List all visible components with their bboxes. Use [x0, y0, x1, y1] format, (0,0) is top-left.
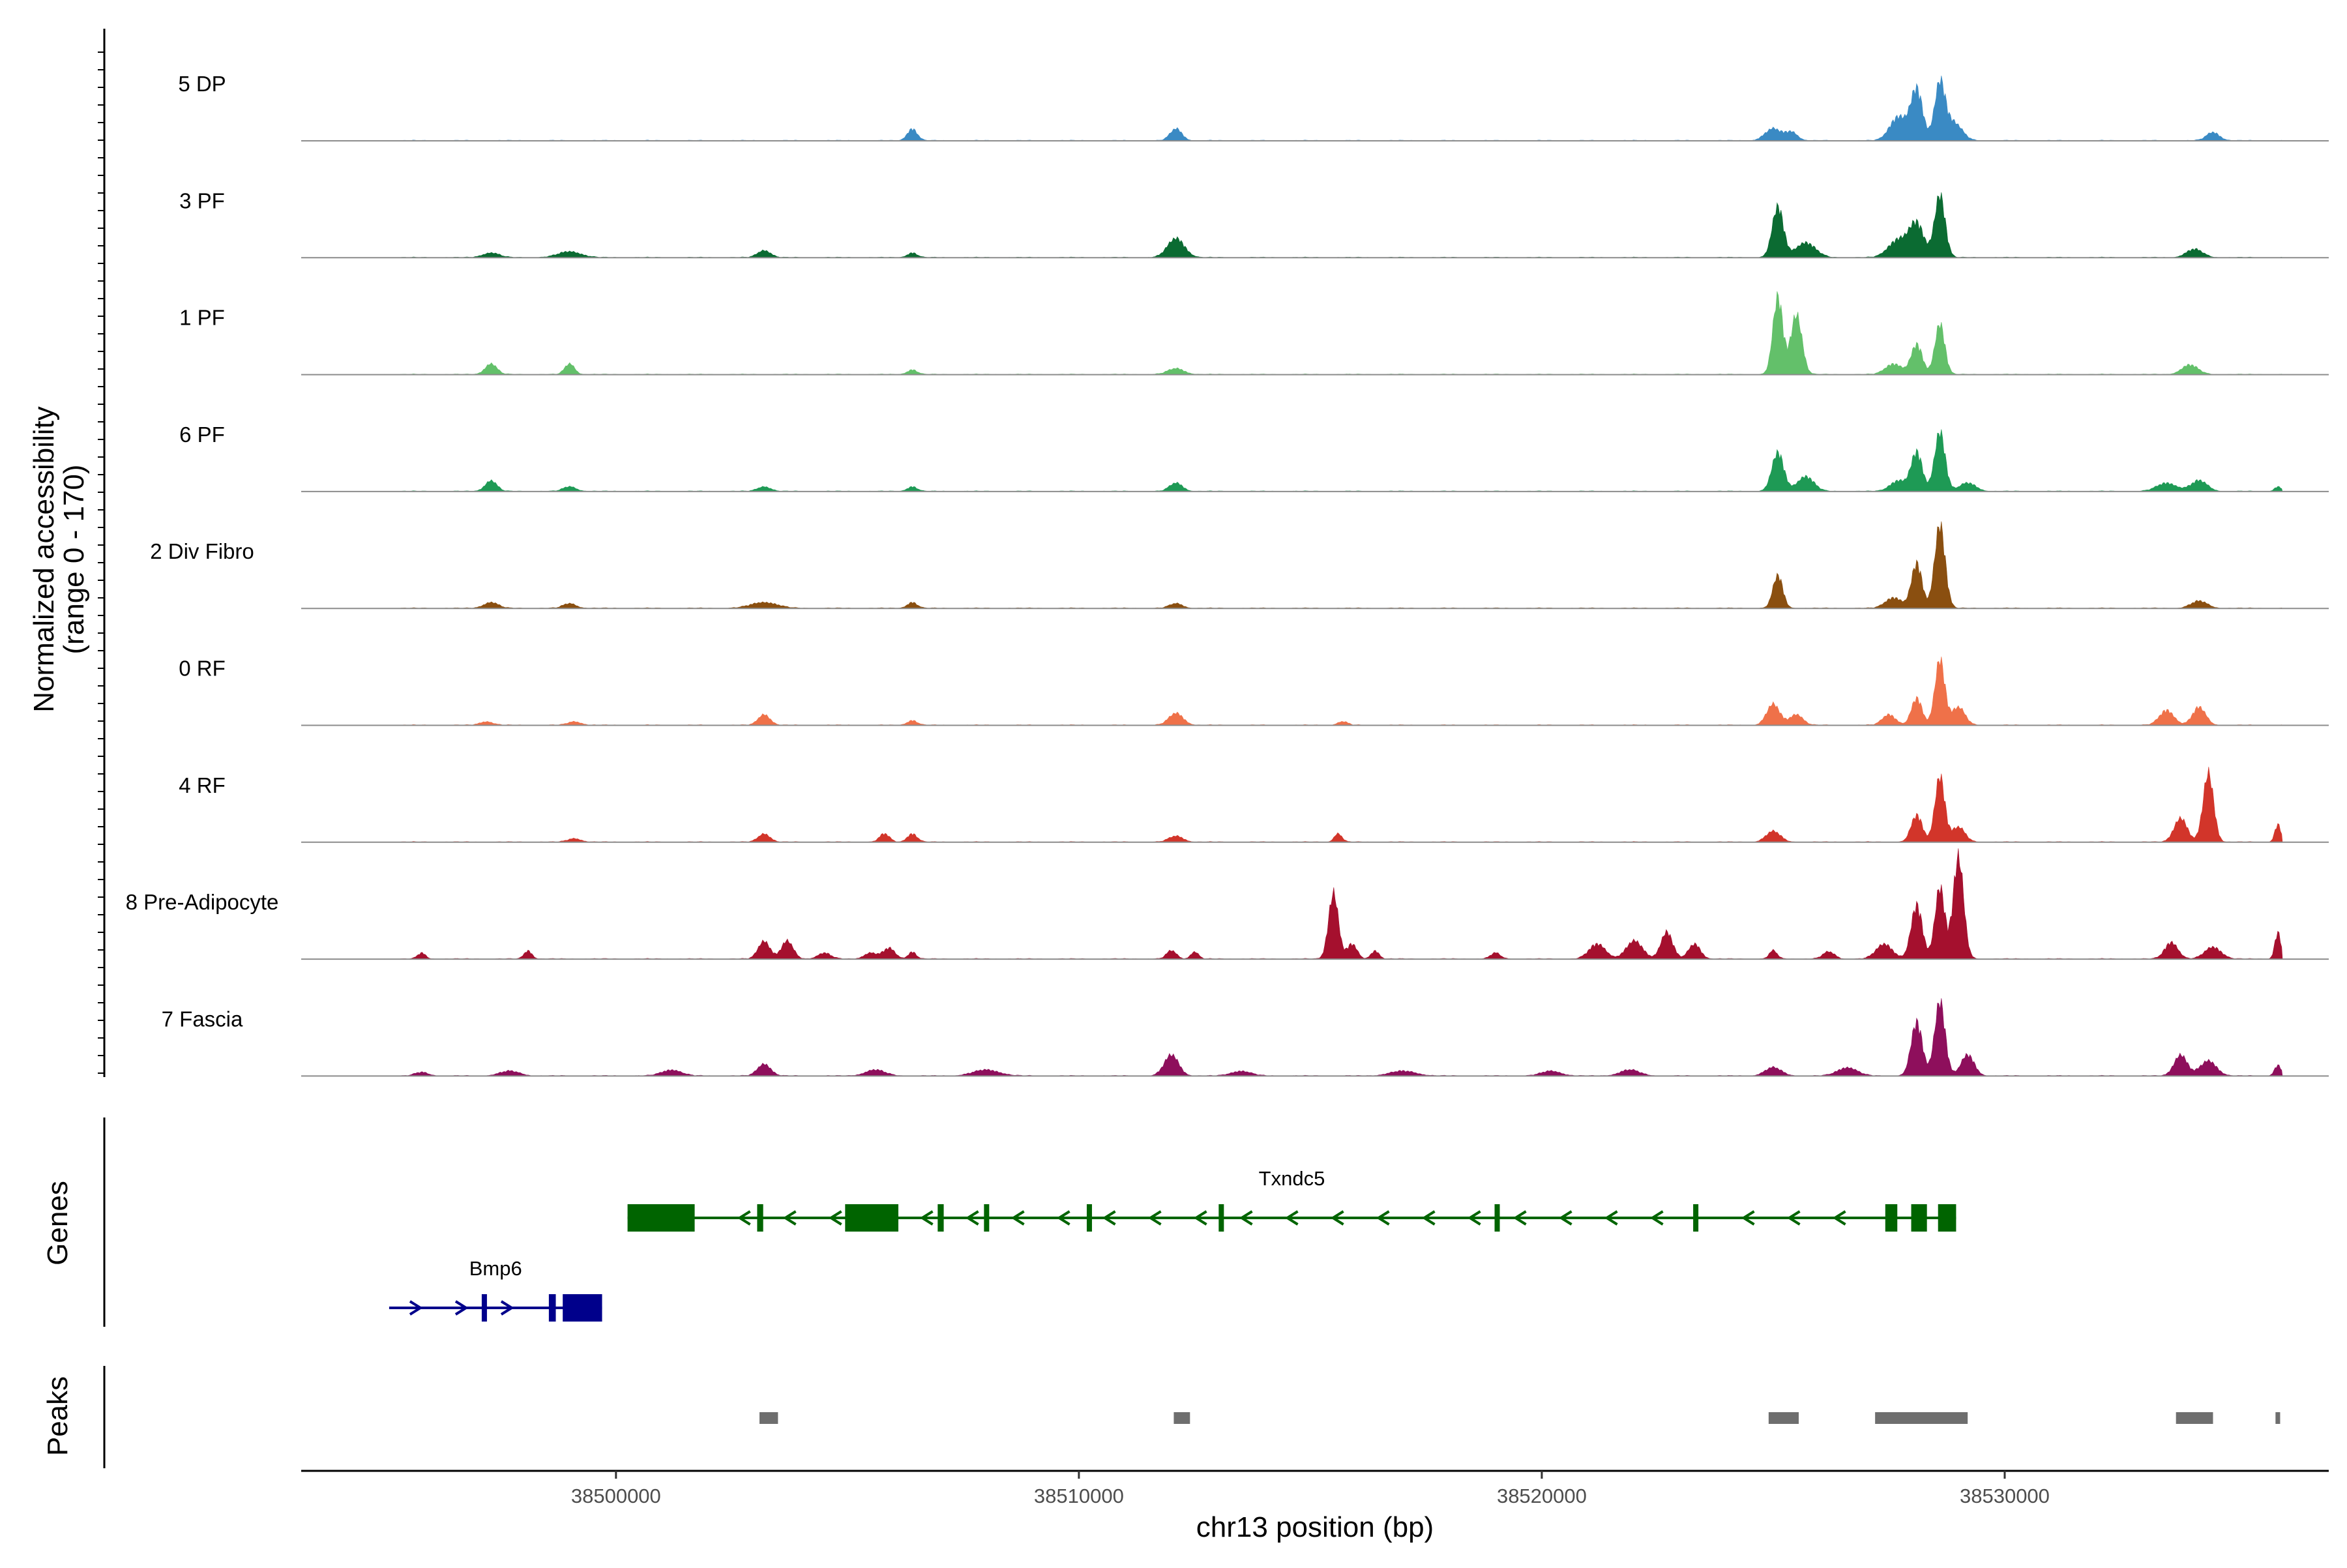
y-axis-title-line1: Normalized accessibility	[28, 406, 60, 712]
coverage-area	[384, 521, 2283, 609]
coverage-area	[384, 429, 2283, 492]
strand-arrow	[1513, 1210, 1527, 1226]
peak-region	[2176, 1412, 2213, 1424]
track-label: 3 PF	[179, 188, 225, 213]
peak-region	[1768, 1412, 1799, 1424]
peak-region	[1174, 1412, 1190, 1424]
gene-annotation: Txndc5 Bmp6	[389, 1167, 1956, 1322]
peak-region	[759, 1412, 778, 1424]
coverage-track: 4 RF	[179, 767, 2329, 843]
strand-arrow	[782, 1210, 797, 1226]
strand-arrow	[454, 1300, 469, 1316]
peak-region	[2275, 1412, 2281, 1424]
strand-arrow	[1832, 1210, 1846, 1226]
x-axis-ticks: 38500000 38510000 38520000 38530000	[571, 1471, 2050, 1507]
coverage-track: 8 Pre-Adipocyte	[126, 848, 2329, 960]
x-tick-label: 38530000	[1960, 1485, 2050, 1507]
coverage-area	[384, 192, 2283, 258]
gene: Bmp6	[389, 1257, 602, 1322]
strand-arrow	[1284, 1210, 1299, 1226]
strand-arrow	[1786, 1210, 1801, 1226]
gene-exon	[1938, 1204, 1956, 1232]
track-label: 6 PF	[179, 422, 225, 447]
coverage-tracks: 5 DP 3 PF 1 PF 6 PF 2 Div Fibro 0 RF 4 RF 8 Pre…	[126, 72, 2329, 1077]
coverage-track: 7 Fascia	[162, 998, 2329, 1077]
peak-regions	[759, 1412, 2281, 1424]
strand-arrow	[500, 1300, 514, 1316]
track-label: 7 Fascia	[162, 1007, 243, 1031]
gene-exon	[548, 1294, 556, 1322]
coverage-area	[384, 848, 2283, 960]
coverage-track: 3 PF	[179, 188, 2329, 259]
track-label: 5 DP	[178, 72, 226, 96]
gene-exon	[1218, 1204, 1224, 1232]
x-tick-label: 38500000	[571, 1485, 661, 1507]
strand-arrow	[1330, 1210, 1344, 1226]
strand-arrow	[1147, 1210, 1162, 1226]
x-tick-label: 38520000	[1497, 1485, 1587, 1507]
strand-arrow	[828, 1210, 842, 1226]
x-axis-title: chr13 position (bp)	[1196, 1511, 1434, 1543]
coverage-track: 6 PF	[179, 422, 2329, 492]
track-label: 4 RF	[179, 773, 226, 797]
strand-arrow	[1011, 1210, 1025, 1226]
gene-exon	[1086, 1204, 1092, 1232]
gene-exon	[481, 1294, 487, 1322]
strand-arrow	[1741, 1210, 1755, 1226]
coverage-track: 2 Div Fibro	[150, 521, 2329, 610]
gene-exon	[627, 1204, 695, 1232]
gene-exon	[845, 1204, 898, 1232]
gene-exon	[984, 1204, 990, 1232]
strand-arrow	[1056, 1210, 1070, 1226]
strand-arrow	[1649, 1210, 1664, 1226]
peaks-axis-title: Peaks	[42, 1376, 74, 1456]
genes-axis-title: Genes	[42, 1181, 74, 1265]
strand-arrow	[965, 1210, 979, 1226]
track-label: 0 RF	[179, 657, 226, 681]
x-tick-label: 38510000	[1034, 1485, 1124, 1507]
coverage-area	[384, 75, 2283, 141]
strand-arrow	[1239, 1210, 1253, 1226]
gene-exon	[563, 1294, 602, 1322]
strand-arrow	[919, 1210, 934, 1226]
coverage-track: 1 PF	[179, 291, 2329, 376]
gene-exon	[1693, 1204, 1699, 1232]
y-axis-title-line2: (range 0 - 170)	[58, 464, 90, 654]
gene-exon	[757, 1204, 763, 1232]
strand-arrow	[1467, 1210, 1481, 1226]
coverage-track: 5 DP	[178, 72, 2329, 141]
coverage-y-ticks	[98, 52, 104, 1074]
gene-exon	[1885, 1204, 1898, 1232]
gene: Txndc5	[627, 1167, 1956, 1232]
coverage-area	[384, 998, 2283, 1076]
track-label: 1 PF	[179, 306, 225, 330]
strand-arrow	[1558, 1210, 1572, 1226]
gene-label: Txndc5	[1259, 1167, 1325, 1190]
strand-arrow	[1421, 1210, 1436, 1226]
coverage-track: 0 RF	[179, 657, 2329, 726]
strand-arrow	[737, 1210, 751, 1226]
coverage-area	[384, 291, 2283, 375]
strand-arrow	[409, 1300, 423, 1316]
strand-arrow	[1604, 1210, 1618, 1226]
track-label: 2 Div Fibro	[150, 539, 254, 563]
strand-arrow	[1376, 1210, 1390, 1226]
gene-exon	[937, 1204, 944, 1232]
gene-label: Bmp6	[469, 1257, 522, 1280]
coverage-area	[384, 767, 2283, 843]
peak-region	[1875, 1412, 1968, 1424]
strand-arrow	[1102, 1210, 1116, 1226]
track-label: 8 Pre-Adipocyte	[126, 890, 279, 914]
gene-exon	[1911, 1204, 1927, 1232]
coverage-area	[384, 657, 2283, 726]
strand-arrow	[1193, 1210, 1207, 1226]
gene-exon	[1494, 1204, 1500, 1232]
